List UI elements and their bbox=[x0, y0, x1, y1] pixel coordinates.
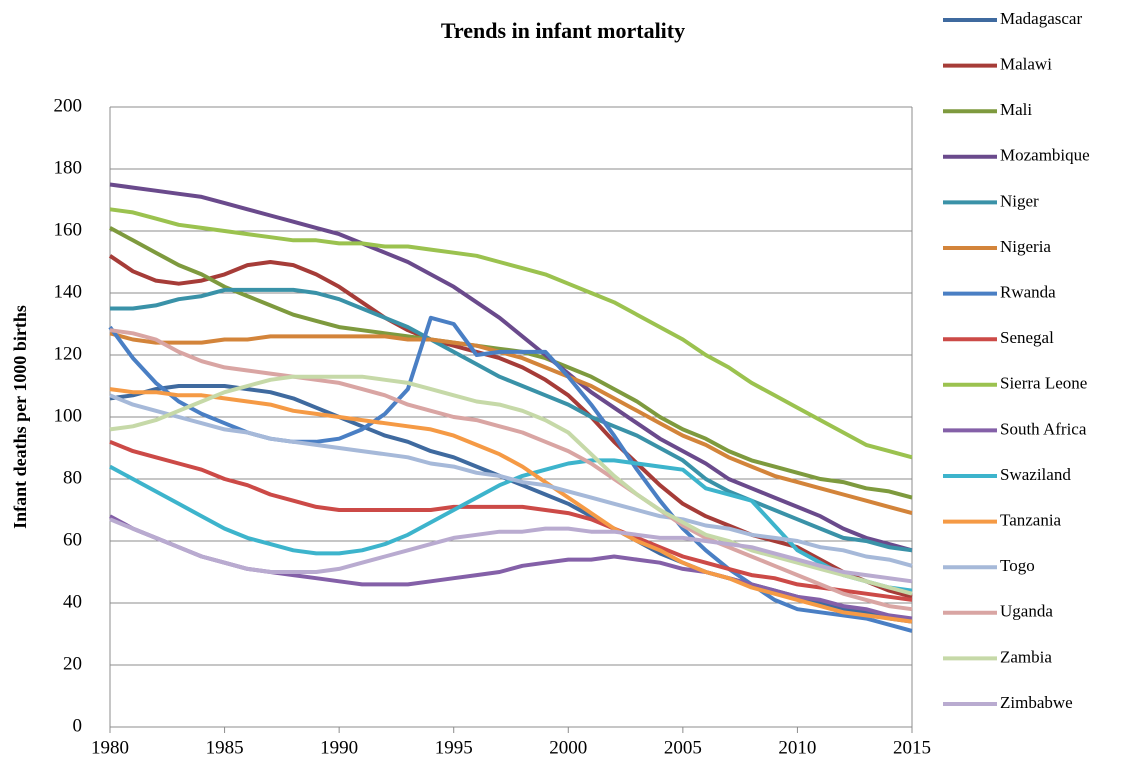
y-tick-label: 120 bbox=[54, 343, 83, 364]
legend-label: Rwanda bbox=[1000, 283, 1056, 302]
legend-label: Swaziland bbox=[1000, 465, 1071, 484]
x-tick-label: 1985 bbox=[206, 737, 244, 758]
x-tick-label: 1980 bbox=[91, 737, 129, 758]
series-line bbox=[110, 287, 913, 553]
x-tick-label: 2015 bbox=[893, 737, 931, 758]
x-tick-label: 1995 bbox=[435, 737, 473, 758]
x-tick-label: 2000 bbox=[549, 737, 587, 758]
series-line bbox=[108, 254, 913, 599]
legend-label: Senegal bbox=[1000, 328, 1054, 347]
legend-label: Nigeria bbox=[1000, 237, 1051, 256]
series-line bbox=[109, 328, 913, 612]
y-tick-label: 80 bbox=[63, 467, 82, 488]
y-tick-label: 0 bbox=[73, 715, 83, 736]
legend-label: Zambia bbox=[1000, 647, 1052, 666]
series-line bbox=[109, 517, 913, 584]
series-line bbox=[109, 393, 913, 568]
x-tick-label: 2010 bbox=[778, 737, 816, 758]
legend-label: Niger bbox=[1000, 191, 1039, 210]
y-tick-label: 140 bbox=[54, 281, 83, 302]
series-line bbox=[109, 182, 913, 553]
legend-label: Zimbabwe bbox=[1000, 693, 1073, 712]
chart-title: Trends in infant mortality bbox=[441, 18, 685, 43]
legend-label: Mozambique bbox=[1000, 146, 1090, 165]
y-axis-label: Infant deaths per 1000 births bbox=[10, 305, 30, 529]
series-line bbox=[109, 374, 913, 596]
legend-label: South Africa bbox=[1000, 419, 1087, 438]
x-tick-label: 2005 bbox=[664, 737, 702, 758]
legend-label: Malawi bbox=[1000, 55, 1052, 74]
legend-label: Mali bbox=[1000, 100, 1032, 119]
y-tick-label: 160 bbox=[54, 219, 83, 240]
legend-label: Madagascar bbox=[1000, 9, 1082, 28]
legend-label: Tanzania bbox=[1000, 511, 1062, 530]
legend-label: Togo bbox=[1000, 556, 1035, 575]
y-tick-label: 20 bbox=[63, 653, 82, 674]
y-tick-label: 200 bbox=[54, 95, 83, 116]
y-tick-label: 40 bbox=[63, 591, 82, 612]
series-line bbox=[109, 387, 913, 624]
y-tick-label: 60 bbox=[63, 529, 82, 550]
x-tick-label: 1990 bbox=[320, 737, 358, 758]
y-tick-label: 100 bbox=[54, 405, 83, 426]
series-line bbox=[109, 207, 913, 460]
series-line bbox=[109, 331, 913, 516]
series-line bbox=[109, 439, 913, 602]
y-tick-label: 180 bbox=[54, 157, 83, 178]
legend-label: Sierra Leone bbox=[1000, 374, 1087, 393]
legend-label: Uganda bbox=[1000, 602, 1053, 621]
